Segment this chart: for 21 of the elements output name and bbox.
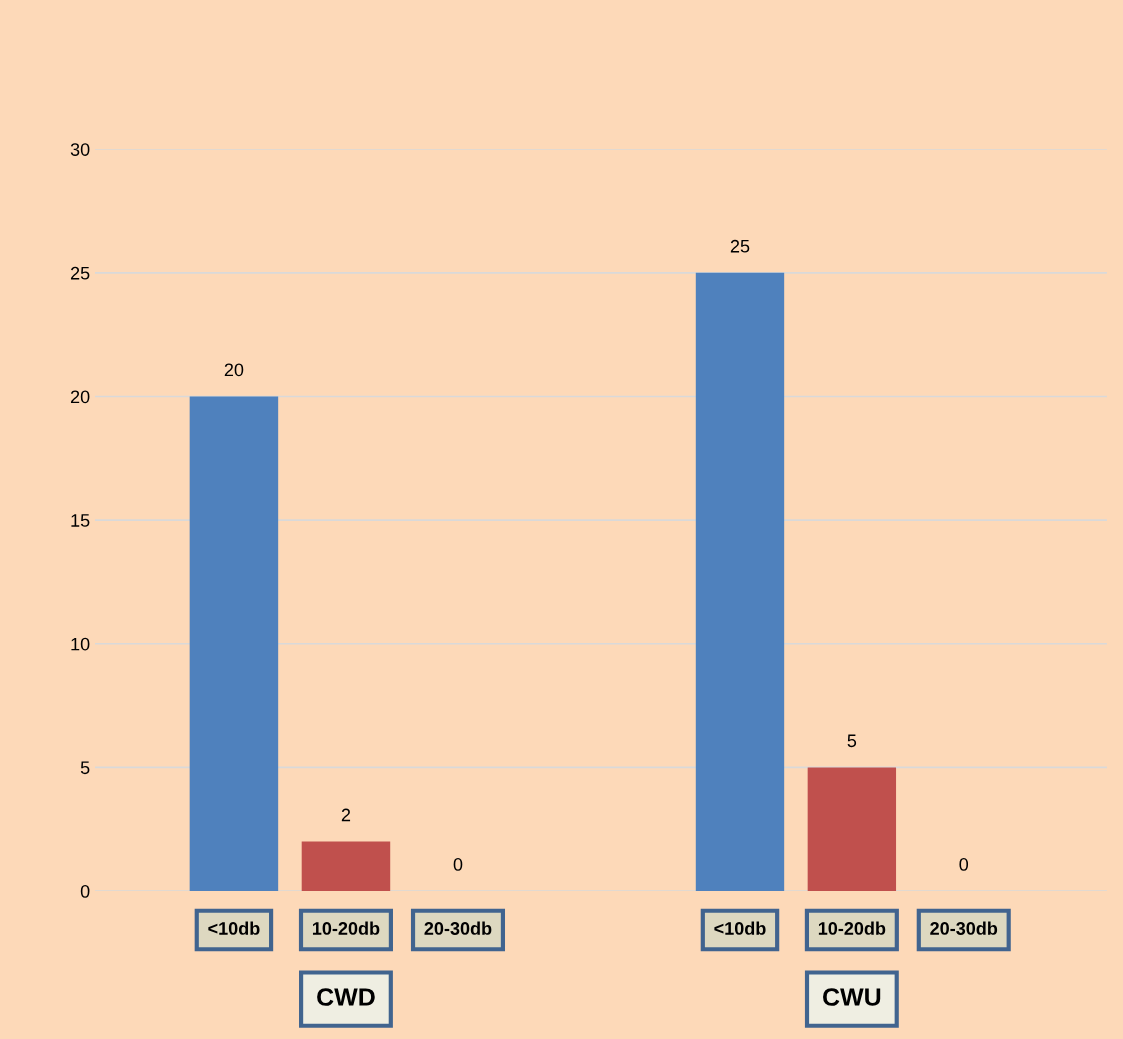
data-label: 25 xyxy=(730,239,750,253)
y-tick-label: 15 xyxy=(71,514,90,527)
data-label: 5 xyxy=(847,734,857,748)
data-label: 2 xyxy=(341,808,351,822)
x-tick-label: 10-20db xyxy=(312,921,380,935)
y-tick-label: 5 xyxy=(80,761,90,775)
y-tick-label: 10 xyxy=(71,637,90,651)
y-tick-label: 25 xyxy=(70,266,90,280)
x-tick-label: 20-30db xyxy=(930,921,998,935)
y-tick-label: 30 xyxy=(70,143,90,156)
x-axis-title: CWD xyxy=(317,988,375,1006)
data-label: 0 xyxy=(453,858,463,871)
x-axis-title: CWU xyxy=(823,988,881,1006)
y-tick-label: 20 xyxy=(70,390,90,404)
x-tick-label: <10db xyxy=(714,921,766,935)
data-label: 0 xyxy=(959,858,969,871)
x-tick-label: <10db xyxy=(208,921,260,935)
y-tick-label: 0 xyxy=(80,884,90,898)
x-tick-label: 10-20db xyxy=(818,921,886,935)
x-tick-label: 20-30db xyxy=(424,921,492,935)
data-label: 20 xyxy=(224,363,244,377)
